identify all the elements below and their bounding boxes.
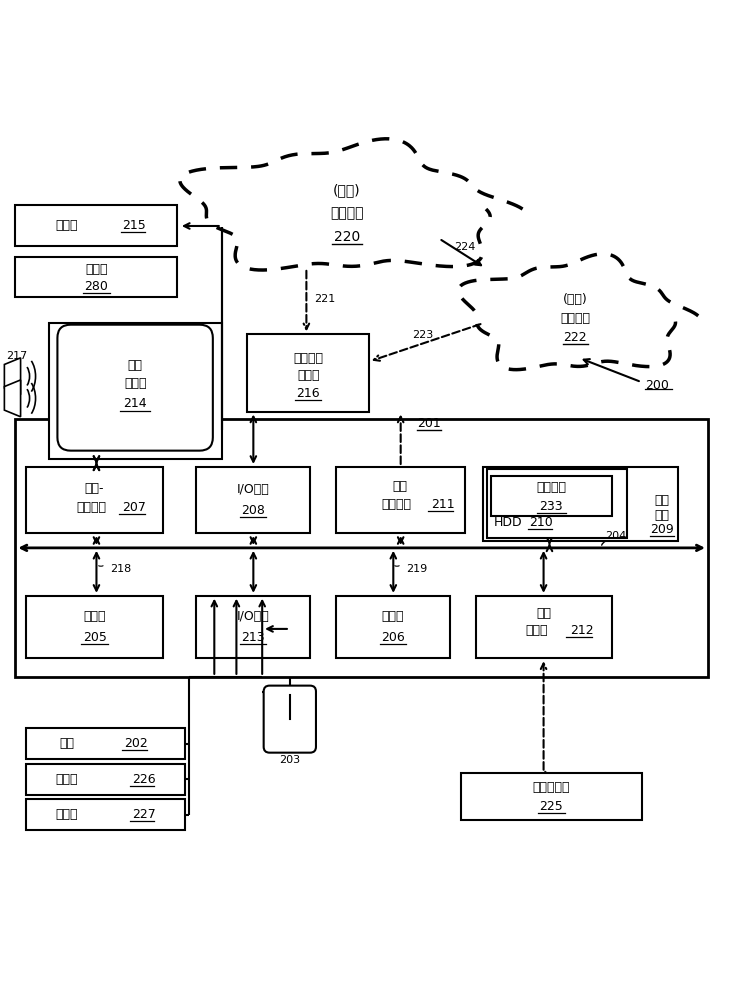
- Text: 205: 205: [83, 631, 106, 644]
- Text: 208: 208: [241, 504, 265, 517]
- Text: (局域): (局域): [563, 293, 587, 306]
- Text: I/O接口: I/O接口: [237, 610, 269, 623]
- Text: 202: 202: [125, 737, 148, 750]
- Text: 视频接口: 视频接口: [76, 501, 106, 514]
- Text: 处理器: 处理器: [83, 610, 106, 623]
- Text: 网络接口: 网络接口: [382, 498, 412, 511]
- Text: 201: 201: [417, 417, 441, 430]
- Bar: [461, 773, 641, 820]
- Polygon shape: [4, 380, 21, 417]
- Text: 217: 217: [7, 351, 28, 361]
- Bar: [336, 596, 450, 658]
- Text: 226: 226: [132, 773, 156, 786]
- Bar: [15, 419, 708, 677]
- Text: 218: 218: [110, 564, 131, 574]
- Text: 驱动器: 驱动器: [525, 624, 548, 637]
- Text: 光盘: 光盘: [537, 607, 551, 620]
- Text: 通信网络: 通信网络: [560, 312, 590, 325]
- Bar: [27, 467, 163, 533]
- Bar: [196, 467, 310, 533]
- Text: 225: 225: [539, 800, 563, 813]
- Text: 219: 219: [406, 564, 427, 574]
- Text: 显示器: 显示器: [124, 377, 146, 390]
- Text: 220: 220: [334, 230, 360, 244]
- Text: 214: 214: [123, 397, 147, 410]
- Text: 233: 233: [539, 500, 563, 513]
- Bar: [196, 596, 310, 658]
- FancyBboxPatch shape: [263, 686, 316, 753]
- Text: 200: 200: [645, 379, 669, 392]
- Bar: [476, 596, 612, 658]
- Text: 215: 215: [123, 219, 146, 232]
- Bar: [27, 596, 163, 658]
- Text: 203: 203: [279, 755, 300, 765]
- Text: 221: 221: [314, 294, 335, 304]
- Text: 224: 224: [454, 242, 475, 252]
- Text: 204: 204: [604, 531, 626, 541]
- Text: 223: 223: [412, 330, 433, 340]
- Text: 视频: 视频: [128, 359, 142, 372]
- Text: 本地: 本地: [393, 480, 408, 493]
- Text: 211: 211: [431, 498, 455, 511]
- Text: 照相机: 照相机: [56, 808, 78, 821]
- Bar: [247, 334, 369, 412]
- Text: 212: 212: [570, 624, 593, 637]
- Text: I/O接口: I/O接口: [237, 483, 269, 496]
- Bar: [15, 205, 177, 246]
- Text: 应用程序: 应用程序: [537, 481, 566, 494]
- Text: 外部调制: 外部调制: [293, 352, 323, 365]
- Text: 存储器: 存储器: [382, 610, 404, 623]
- Text: 装置: 装置: [655, 509, 669, 522]
- Text: 280: 280: [85, 280, 108, 293]
- Bar: [27, 764, 184, 795]
- Text: (广域): (广域): [333, 184, 361, 198]
- Bar: [15, 257, 177, 297]
- Text: 通信网络: 通信网络: [330, 206, 364, 220]
- Text: 扫描器: 扫描器: [56, 773, 78, 786]
- Text: 207: 207: [123, 501, 146, 514]
- Text: 216: 216: [297, 387, 320, 400]
- Bar: [27, 799, 184, 830]
- Text: 213: 213: [241, 631, 265, 644]
- Text: HDD: HDD: [494, 516, 523, 529]
- Bar: [49, 323, 221, 459]
- Text: 键盘: 键盘: [60, 737, 75, 750]
- Bar: [336, 467, 465, 533]
- Text: 解调器: 解调器: [297, 369, 320, 382]
- Text: 盘存储介质: 盘存储介质: [533, 781, 570, 794]
- Text: 206: 206: [381, 631, 405, 644]
- Bar: [483, 467, 678, 541]
- Text: 222: 222: [563, 331, 587, 344]
- Bar: [487, 469, 627, 538]
- Text: 打印机: 打印机: [56, 219, 78, 232]
- Text: 210: 210: [530, 516, 554, 529]
- Text: 209: 209: [650, 523, 674, 536]
- Text: 麦克风: 麦克风: [85, 263, 108, 276]
- Text: 音频-: 音频-: [85, 482, 104, 495]
- Text: 存储: 存储: [655, 494, 669, 507]
- Bar: [27, 728, 184, 759]
- Text: 227: 227: [132, 808, 156, 821]
- Bar: [491, 476, 612, 516]
- Polygon shape: [4, 358, 21, 395]
- FancyBboxPatch shape: [58, 325, 213, 451]
